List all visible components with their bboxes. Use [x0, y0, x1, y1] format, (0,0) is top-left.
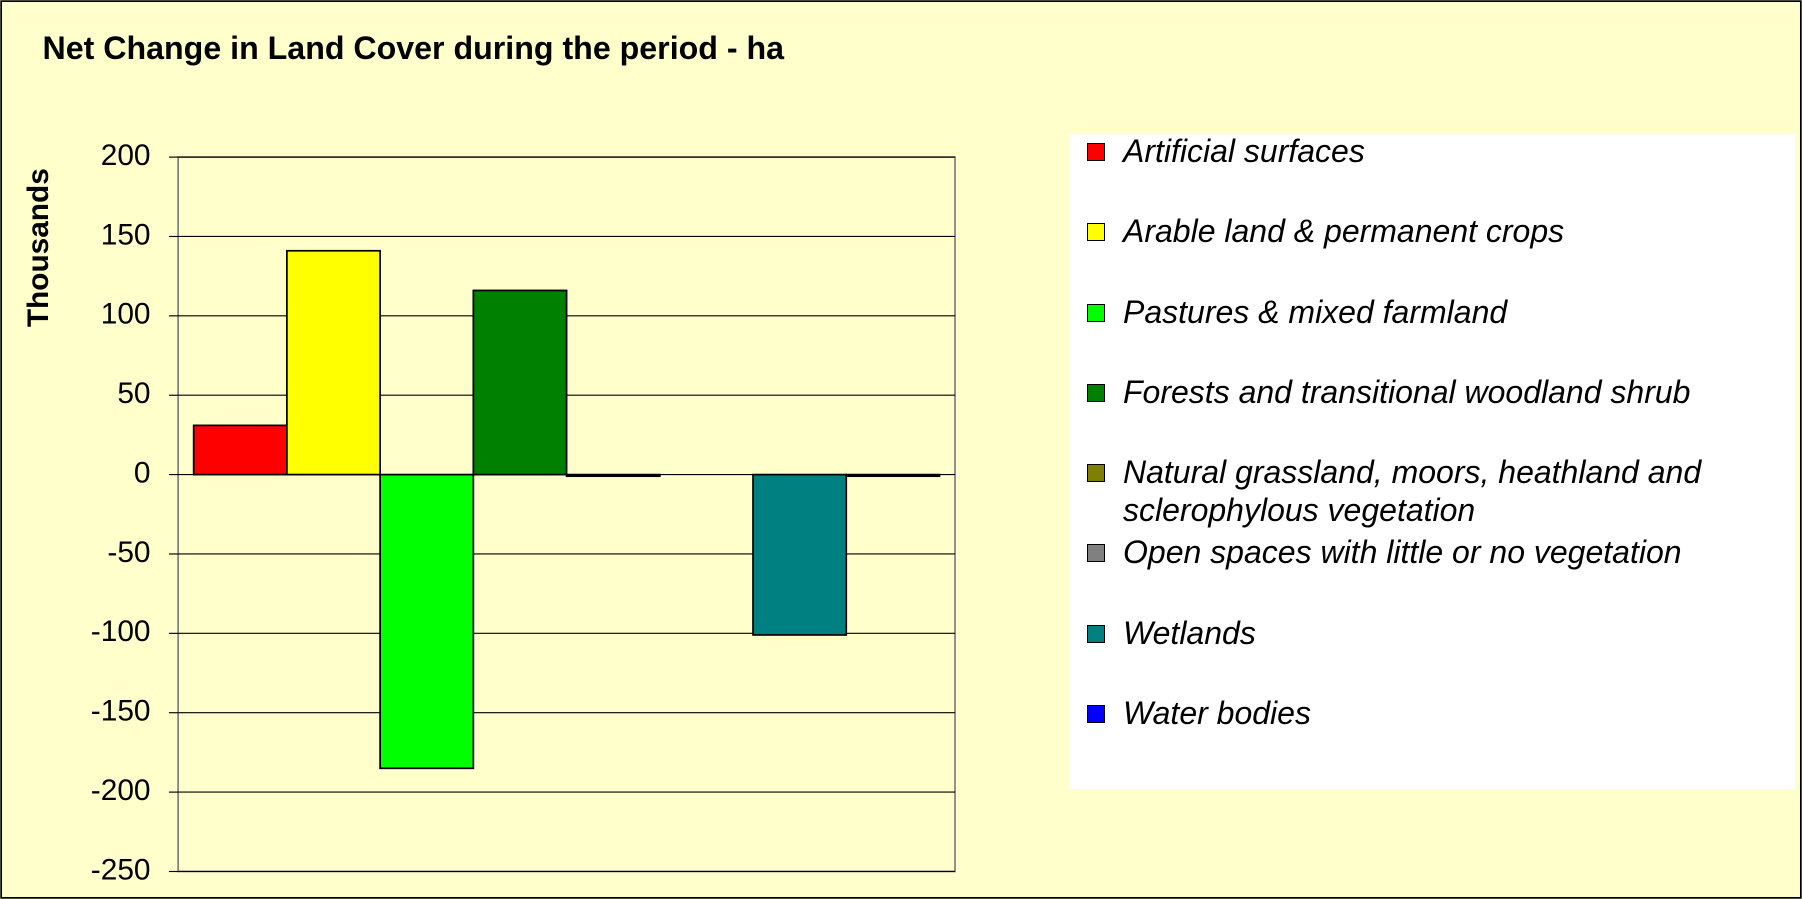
- legend-swatch: [1087, 464, 1105, 483]
- bar: [472, 289, 568, 476]
- y-tick-label: -100: [91, 615, 151, 648]
- legend-label: Pastures & mixed farmland: [1123, 293, 1508, 330]
- legend-swatch: [1087, 624, 1105, 643]
- y-tick-label: -150: [91, 695, 151, 728]
- bar: [752, 473, 848, 636]
- y-tick-label: 150: [101, 218, 151, 251]
- y-tick-label: 200: [101, 139, 151, 172]
- y-axis-label: Thousands: [22, 168, 55, 327]
- legend-label: Forests and transitional woodland shrub: [1123, 373, 1691, 410]
- legend-label: Artificial surfaces: [1123, 133, 1365, 169]
- bar: [379, 473, 475, 770]
- bar: [845, 473, 941, 478]
- bar: [192, 424, 288, 476]
- bar: [286, 249, 381, 476]
- legend-label: Water bodies: [1123, 694, 1311, 731]
- chart-title: Net Change in Land Cover during the peri…: [43, 30, 786, 66]
- bar: [565, 473, 661, 478]
- legend-swatch: [1087, 383, 1105, 402]
- y-tick-label: -250: [91, 853, 151, 886]
- legend-swatch: [1087, 544, 1105, 563]
- legend-swatch: [1087, 223, 1105, 242]
- y-tick-label: 50: [117, 377, 150, 410]
- legend-swatch: [1087, 143, 1105, 161]
- y-tick-label: 0: [134, 456, 151, 489]
- legend-label: Natural grassland, moors, heathland and …: [1123, 454, 1702, 529]
- legend-label: Open spaces with little or no vegetation: [1123, 534, 1682, 571]
- legend: Artificial surfaces Arable land & permane…: [1069, 133, 1795, 789]
- y-tick-label: -200: [91, 774, 151, 807]
- legend-swatch: [1087, 303, 1105, 322]
- legend-swatch: [1087, 704, 1105, 723]
- y-tick-label: 100: [101, 298, 151, 331]
- legend-label: Arable land & permanent crops: [1123, 213, 1565, 250]
- y-tick-label: -50: [107, 536, 150, 569]
- legend-label: Wetlands: [1123, 614, 1256, 651]
